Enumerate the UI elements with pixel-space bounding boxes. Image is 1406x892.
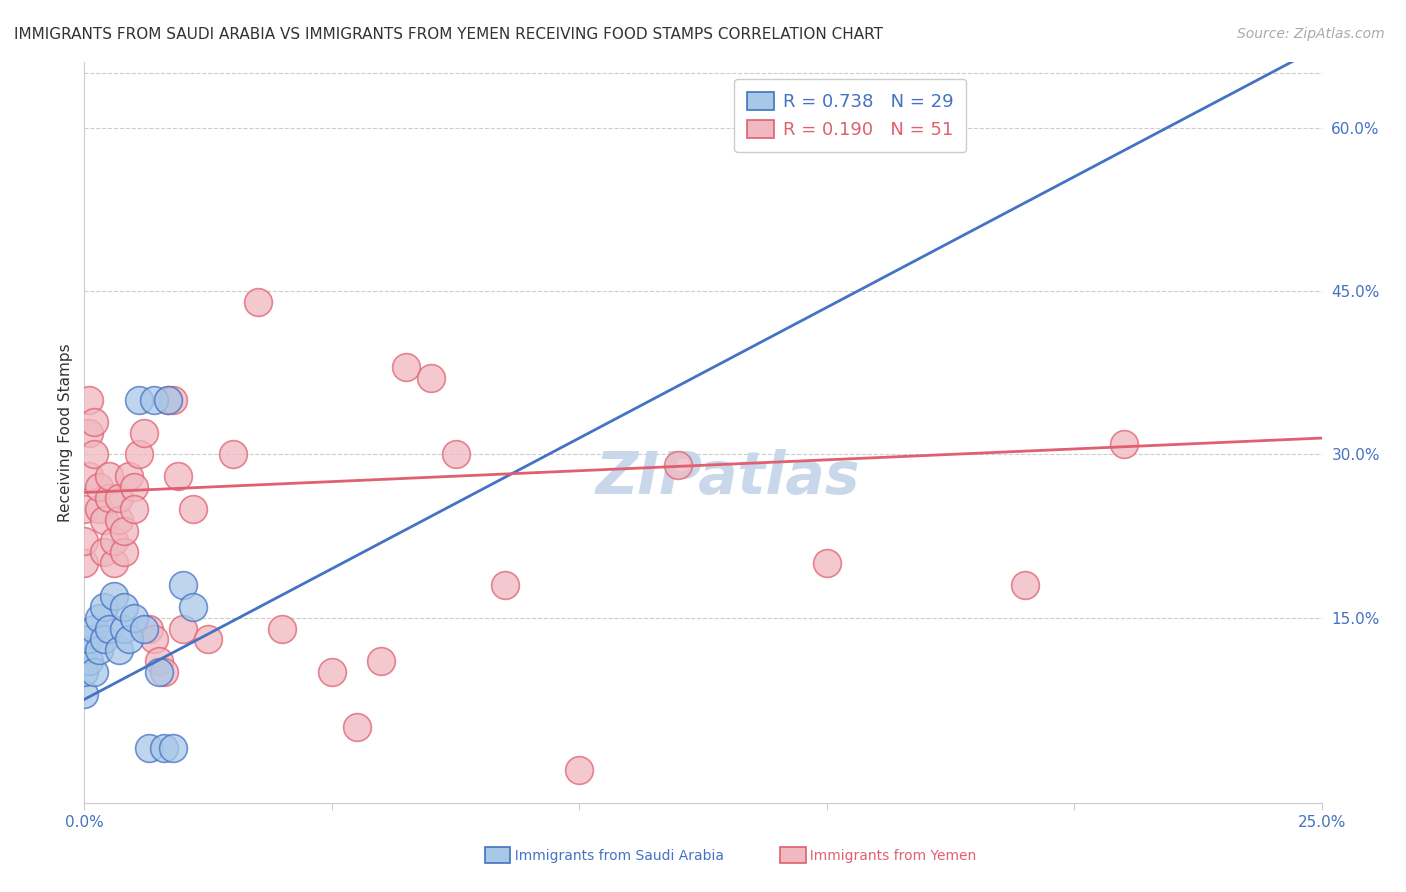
Point	[79, 469, 101, 483]
Legend: R = 0.738   N = 29, R = 0.190   N = 51: R = 0.738 N = 29, R = 0.190 N = 51	[734, 78, 966, 152]
Point	[83, 665, 105, 680]
Point	[246, 295, 269, 310]
Point	[89, 501, 111, 516]
Point	[148, 654, 170, 668]
Point	[112, 524, 135, 538]
Text: ZIPatlas: ZIPatlas	[596, 449, 860, 506]
Point	[142, 392, 165, 407]
Point	[79, 654, 101, 668]
Point	[112, 545, 135, 559]
Point	[444, 447, 467, 461]
Point	[103, 556, 125, 570]
Point	[112, 622, 135, 636]
Point	[103, 534, 125, 549]
Point	[395, 360, 418, 375]
Point	[98, 491, 121, 505]
Point	[103, 589, 125, 603]
Point	[172, 622, 194, 636]
Point	[167, 469, 190, 483]
Point	[83, 415, 105, 429]
Point	[568, 763, 591, 777]
Point	[222, 447, 245, 461]
Point	[494, 578, 516, 592]
Point	[108, 491, 131, 505]
Point	[79, 392, 101, 407]
Point	[128, 447, 150, 461]
Point	[346, 720, 368, 734]
Text: Immigrants from Yemen: Immigrants from Yemen	[801, 849, 977, 863]
Point	[83, 447, 105, 461]
Point	[152, 741, 174, 756]
Point	[181, 501, 204, 516]
Point	[89, 611, 111, 625]
Point	[142, 632, 165, 647]
Y-axis label: Receiving Food Stamps: Receiving Food Stamps	[58, 343, 73, 522]
Point	[98, 469, 121, 483]
Point	[162, 741, 184, 756]
Point	[157, 392, 180, 407]
Point	[93, 632, 115, 647]
Point	[108, 643, 131, 657]
Point	[83, 622, 105, 636]
Point	[93, 513, 115, 527]
Point	[271, 622, 294, 636]
Point	[73, 534, 96, 549]
Point	[122, 611, 145, 625]
Point	[73, 501, 96, 516]
Point	[118, 469, 141, 483]
Point	[172, 578, 194, 592]
Point	[73, 687, 96, 701]
Point	[1112, 436, 1135, 450]
Point	[815, 556, 838, 570]
Point	[122, 480, 145, 494]
Point	[197, 632, 219, 647]
Text: Immigrants from Saudi Arabia: Immigrants from Saudi Arabia	[506, 849, 724, 863]
Text: Source: ZipAtlas.com: Source: ZipAtlas.com	[1237, 27, 1385, 41]
Point	[89, 480, 111, 494]
Point	[79, 632, 101, 647]
Point	[132, 622, 155, 636]
Point	[152, 665, 174, 680]
Point	[118, 632, 141, 647]
Point	[321, 665, 343, 680]
Point	[98, 622, 121, 636]
Point	[122, 501, 145, 516]
Point	[128, 392, 150, 407]
Point	[138, 741, 160, 756]
Point	[157, 392, 180, 407]
Point	[162, 392, 184, 407]
Point	[1014, 578, 1036, 592]
Point	[93, 599, 115, 614]
Point	[73, 556, 96, 570]
Point	[112, 599, 135, 614]
Point	[138, 622, 160, 636]
Point	[419, 371, 441, 385]
Point	[666, 458, 689, 473]
Point	[89, 643, 111, 657]
Point	[79, 425, 101, 440]
Point	[73, 665, 96, 680]
Point	[181, 599, 204, 614]
Text: IMMIGRANTS FROM SAUDI ARABIA VS IMMIGRANTS FROM YEMEN RECEIVING FOOD STAMPS CORR: IMMIGRANTS FROM SAUDI ARABIA VS IMMIGRAN…	[14, 27, 883, 42]
Point	[108, 513, 131, 527]
Point	[132, 425, 155, 440]
Point	[370, 654, 392, 668]
Point	[890, 120, 912, 135]
Point	[73, 643, 96, 657]
Point	[148, 665, 170, 680]
Point	[93, 545, 115, 559]
